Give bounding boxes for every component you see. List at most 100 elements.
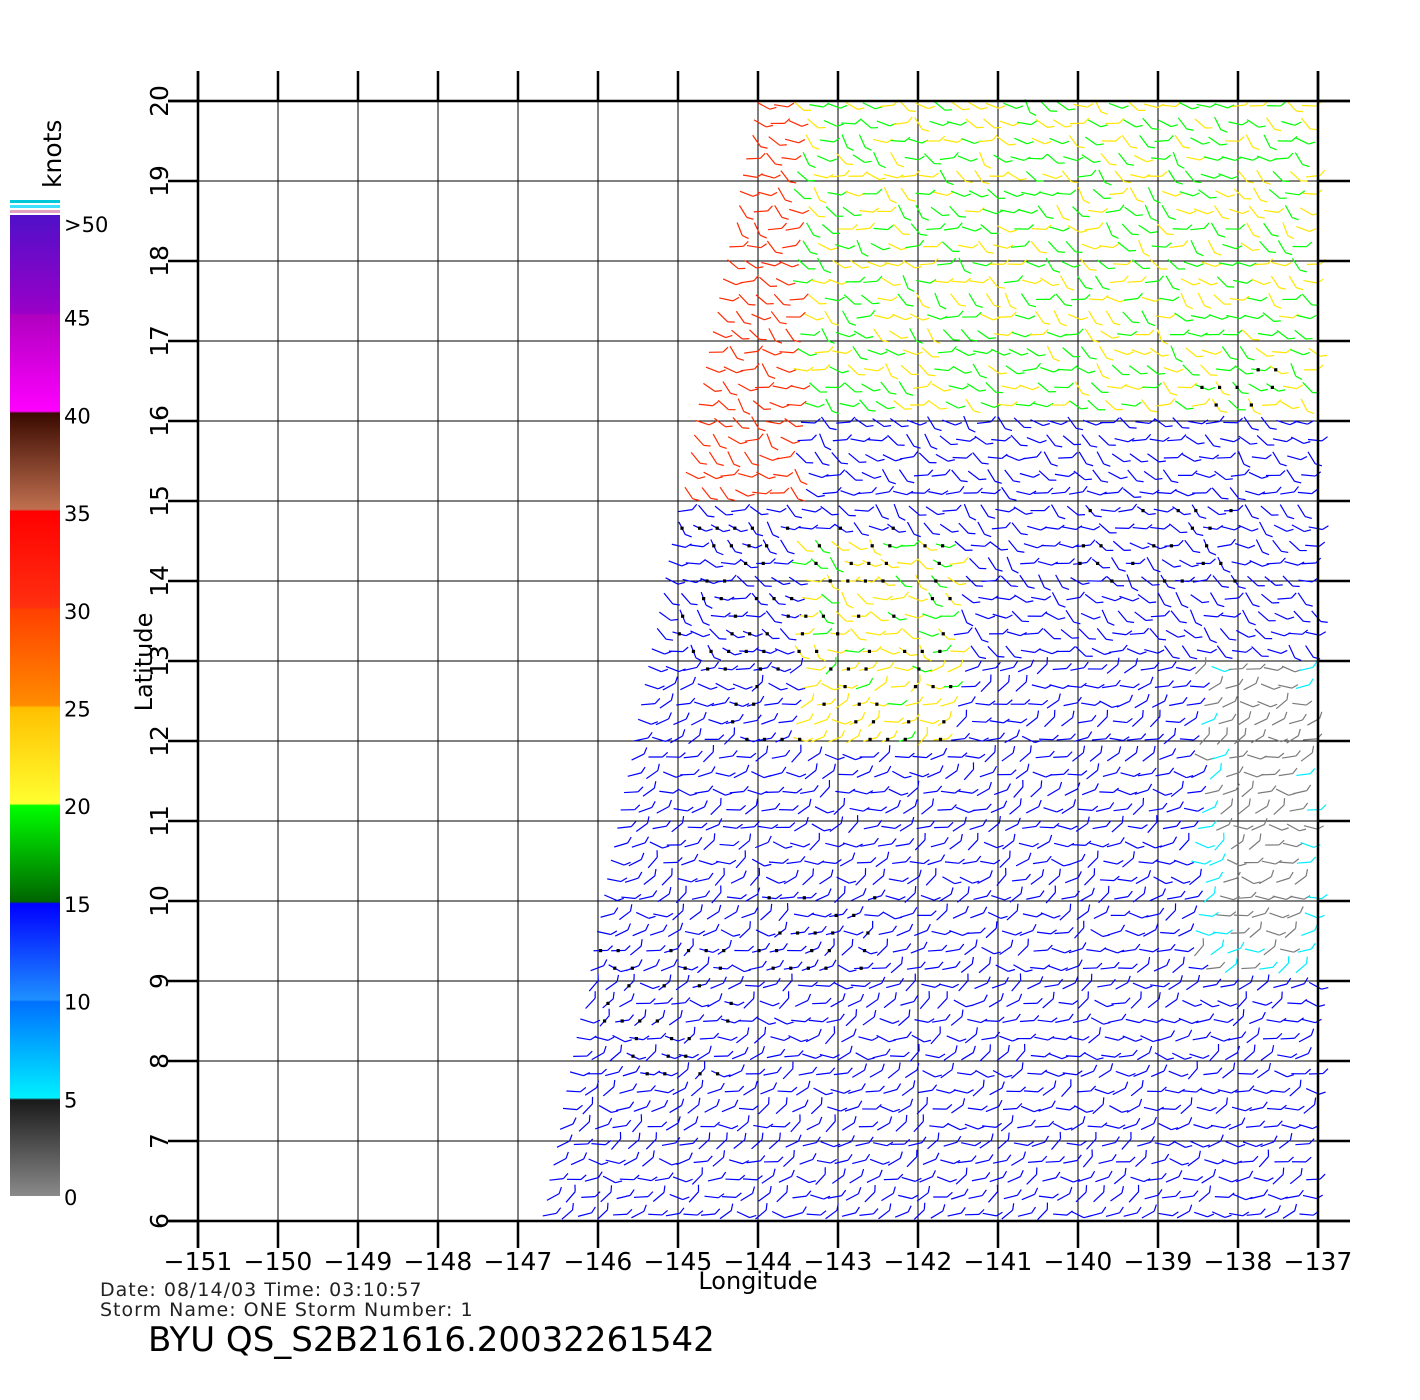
wind-vector xyxy=(703,833,716,851)
wind-vector xyxy=(1238,975,1254,990)
wind-vector xyxy=(1007,1169,1024,1183)
wind-vector xyxy=(1181,645,1198,660)
wind-vector-barb xyxy=(1188,1116,1193,1124)
wind-vector xyxy=(671,815,685,833)
wind-vector xyxy=(1210,1035,1231,1042)
wind-vector xyxy=(1250,729,1267,744)
wind-vector xyxy=(1125,929,1146,937)
wind-vector-barb xyxy=(1253,881,1261,885)
wind-vector xyxy=(980,674,992,693)
wind-vector-shaft xyxy=(1144,1194,1159,1200)
wind-vector-shaft xyxy=(987,645,998,657)
wind-vector-shaft xyxy=(1211,1211,1226,1219)
rain-flag-marker xyxy=(718,966,722,970)
wind-vector-barb xyxy=(1079,591,1085,598)
wind-vector-shaft xyxy=(956,716,967,728)
wind-vector-shaft xyxy=(841,1122,855,1131)
rain-flag-marker xyxy=(831,931,835,935)
wind-vector-shaft xyxy=(937,808,952,811)
wind-vector-shaft xyxy=(607,878,622,883)
wind-vector-barb xyxy=(749,663,756,669)
wind-vector xyxy=(865,1085,885,1093)
wind-vector-shaft xyxy=(698,859,713,866)
wind-vector-shaft xyxy=(1049,684,1064,690)
wind-vector-barb xyxy=(1305,700,1313,706)
wind-vector-barb xyxy=(924,657,932,662)
wind-vector-shaft xyxy=(621,896,636,900)
wind-vector-shaft xyxy=(1006,631,1021,637)
wind-vector xyxy=(1072,1013,1092,1024)
wind-vector-barb xyxy=(692,1137,699,1144)
wind-vector xyxy=(1268,824,1289,831)
wind-vector-barb xyxy=(1245,647,1253,653)
wind-vector xyxy=(617,821,637,829)
wind-vector-shaft xyxy=(1216,823,1230,831)
wind-vector-shaft xyxy=(972,808,987,812)
wind-vector-barb xyxy=(689,697,696,704)
wind-vector-shaft xyxy=(779,896,794,900)
wind-vector-barb xyxy=(635,1065,641,1073)
wind-vector-shaft xyxy=(1094,1088,1109,1095)
rain-flag-marker xyxy=(891,526,895,530)
wind-vector xyxy=(1279,858,1300,864)
wind-vector-shaft xyxy=(1045,1160,1060,1163)
wind-vector-shaft xyxy=(1053,756,1068,758)
wind-vector-barb xyxy=(826,627,833,634)
wind-vector-shaft xyxy=(1052,667,1067,671)
wind-vector-shaft xyxy=(590,965,604,972)
wind-vector xyxy=(728,1064,745,1078)
wind-vector-shaft xyxy=(1222,789,1237,796)
wind-vector xyxy=(980,859,1001,865)
wind-vector-shaft xyxy=(978,963,991,974)
wind-vector-shaft xyxy=(596,930,611,936)
wind-vector xyxy=(768,593,786,606)
wind-vector-shaft xyxy=(1065,965,1080,972)
wind-vector-barb xyxy=(963,556,969,563)
wind-vector xyxy=(988,1184,999,1203)
wind-vector-shaft xyxy=(820,682,834,691)
wind-vector-shaft xyxy=(1070,577,1084,585)
wind-vector xyxy=(811,912,832,918)
wind-vector-barb xyxy=(819,746,823,754)
wind-vector xyxy=(1288,629,1309,635)
wind-vector-shaft xyxy=(1241,787,1253,798)
wind-vector-shaft xyxy=(718,755,733,759)
wind-vector-barb xyxy=(1058,604,1066,608)
wind-vector xyxy=(717,939,732,955)
wind-vector xyxy=(1062,976,1079,990)
wind-vector-shaft xyxy=(1254,718,1268,726)
wind-vector-shaft xyxy=(1227,947,1241,954)
wind-vector-barb xyxy=(668,799,672,807)
wind-vector-shaft xyxy=(995,596,1010,601)
wind-vector xyxy=(810,1194,831,1200)
rain-flag-marker xyxy=(726,1019,730,1023)
wind-vector-shaft xyxy=(967,1018,982,1024)
wind-vector xyxy=(690,711,707,726)
wind-vector-barb xyxy=(1283,798,1286,806)
wind-vector xyxy=(1247,754,1268,760)
wind-vector xyxy=(1145,907,1165,918)
wind-vector xyxy=(1003,1189,1022,1200)
wind-vector xyxy=(1105,1124,1126,1129)
wind-vector-shaft xyxy=(1289,1086,1301,1097)
wind-vector-barb xyxy=(1016,729,1021,737)
wind-vector xyxy=(625,959,643,972)
wind-vector-barb xyxy=(1025,873,1031,880)
wind-vector xyxy=(837,964,857,973)
wind-vector-shaft xyxy=(723,733,735,745)
wind-vector-barb xyxy=(911,730,916,738)
wind-vector xyxy=(898,646,918,657)
wind-vector-shaft xyxy=(956,892,969,903)
wind-vector-shaft xyxy=(1149,628,1160,640)
wind-vector xyxy=(1255,895,1276,901)
wind-vector xyxy=(881,824,902,830)
wind-vector xyxy=(677,877,698,883)
wind-vector xyxy=(804,763,818,780)
wind-vector-barb xyxy=(667,1088,675,1094)
wind-vector xyxy=(1055,1013,1074,1023)
wind-vector xyxy=(1114,523,1135,529)
wind-vector-shaft xyxy=(827,649,842,654)
wind-vector-barb xyxy=(1112,787,1120,793)
wind-vector xyxy=(925,868,937,886)
wind-vector-barb xyxy=(565,1151,569,1159)
